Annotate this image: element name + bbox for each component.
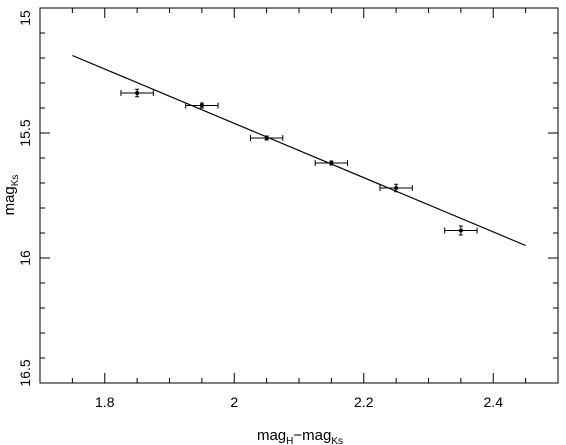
axis-tick-labels: 1.8 2 2.2 2.4 15 15.5 16 16.5 [17,10,503,410]
fit-line-group [72,54,526,247]
x-tick-label: 2.4 [484,394,504,410]
x-tick-label: 2 [230,394,238,410]
data-point [185,102,219,109]
x-tick-label: 2.2 [354,394,374,410]
data-points-group [120,88,478,236]
data-point [444,225,478,236]
point-marker [458,228,463,233]
y-tick-label: 15 [17,10,33,26]
data-point [120,88,154,98]
x-axis-label: magH−magKs [257,427,343,445]
point-marker [199,103,204,108]
data-point [249,135,284,141]
data-point [314,160,349,166]
point-marker [394,186,399,190]
plot-frame [39,7,559,384]
y-tick-label: 15.5 [17,119,33,146]
y-tick-label: 16.5 [17,359,33,386]
point-marker [135,91,140,95]
data-point [379,183,413,193]
fit-line [72,54,526,247]
axis-ticks [39,7,559,384]
x-tick-label: 1.8 [95,394,115,410]
y-tick-label: 16 [17,250,33,266]
point-marker [264,136,269,140]
y-axis-label: magKs [1,175,21,216]
point-marker [329,161,334,165]
